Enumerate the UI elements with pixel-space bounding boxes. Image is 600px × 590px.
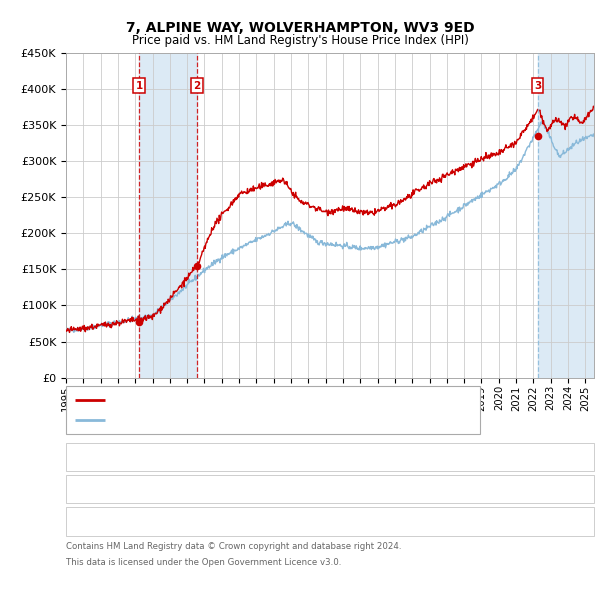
Text: 1: 1 xyxy=(136,81,143,90)
Text: £335,000: £335,000 xyxy=(292,517,344,526)
Text: 3: 3 xyxy=(76,517,83,526)
Text: £155,000: £155,000 xyxy=(292,484,344,494)
Text: Contains HM Land Registry data © Crown copyright and database right 2024.: Contains HM Land Registry data © Crown c… xyxy=(66,542,401,550)
Text: 3: 3 xyxy=(534,81,541,90)
Text: 31-MAR-1999: 31-MAR-1999 xyxy=(107,452,181,461)
Text: 7, ALPINE WAY, WOLVERHAMPTON, WV3 9ED: 7, ALPINE WAY, WOLVERHAMPTON, WV3 9ED xyxy=(125,21,475,35)
Text: This data is licensed under the Open Government Licence v3.0.: This data is licensed under the Open Gov… xyxy=(66,558,341,566)
Text: 2% ↑ HPI: 2% ↑ HPI xyxy=(448,452,500,461)
Text: 7, ALPINE WAY, WOLVERHAMPTON, WV3 9ED (detached house): 7, ALPINE WAY, WOLVERHAMPTON, WV3 9ED (d… xyxy=(112,395,457,405)
Text: 1: 1 xyxy=(76,452,83,461)
Text: 31-MAR-2022: 31-MAR-2022 xyxy=(107,517,181,526)
Text: 27% ↑ HPI: 27% ↑ HPI xyxy=(444,484,504,494)
Bar xyxy=(538,53,594,378)
Text: £77,000: £77,000 xyxy=(295,452,341,461)
Text: 2: 2 xyxy=(193,81,200,90)
Text: HPI: Average price, detached house, Wolverhampton: HPI: Average price, detached house, Wolv… xyxy=(112,415,401,425)
Bar xyxy=(139,53,197,378)
Text: 11% ↑ HPI: 11% ↑ HPI xyxy=(445,517,503,526)
Text: 29-JUL-2002: 29-JUL-2002 xyxy=(110,484,178,494)
Text: 2: 2 xyxy=(76,484,83,494)
Text: Price paid vs. HM Land Registry's House Price Index (HPI): Price paid vs. HM Land Registry's House … xyxy=(131,34,469,47)
